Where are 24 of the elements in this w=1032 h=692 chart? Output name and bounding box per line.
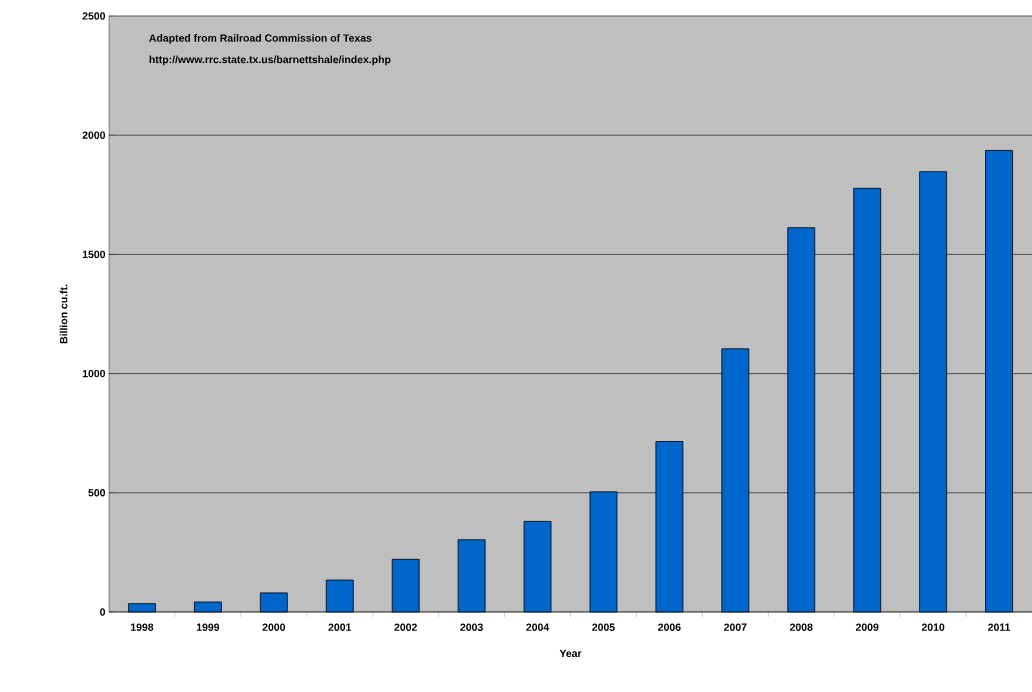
x-tick-label: 2000 xyxy=(262,623,286,631)
y-tick-label: 500 xyxy=(88,489,106,497)
y-tick-label: 0 xyxy=(100,608,106,616)
x-tick-label: 1998 xyxy=(130,623,154,631)
annotation: Adapted from Railroad Commission of Texas xyxy=(149,34,372,44)
y-tick-label: 1500 xyxy=(82,250,106,259)
x-tick-label: 2011 xyxy=(988,623,1011,631)
x-tick-label: 2003 xyxy=(460,623,483,631)
x-tick-label: 2010 xyxy=(921,623,945,631)
y-tick-label: 1000 xyxy=(82,369,106,378)
annotation: http://www.rrc.state.tx.us/barnettshale/index.php xyxy=(149,55,391,66)
x-tick-label: 2001 xyxy=(328,623,352,631)
x-tick-label: 2004 xyxy=(526,623,550,631)
x-axis-title: Year xyxy=(559,649,582,658)
x-tick-label: 2007 xyxy=(724,623,747,631)
y-tick-label: 2500 xyxy=(82,12,106,20)
x-tick-label: 2002 xyxy=(394,623,417,631)
x-tick-label: 1999 xyxy=(196,623,220,631)
y-axis-title: Billion cu.ft. xyxy=(59,284,68,344)
x-tick-label: 2008 xyxy=(789,623,813,631)
x-tick-label: 2006 xyxy=(658,623,681,631)
x-tick-label: 2009 xyxy=(855,623,879,631)
x-tick-label: 2005 xyxy=(592,623,615,631)
y-tick-label: 2000 xyxy=(82,131,106,139)
